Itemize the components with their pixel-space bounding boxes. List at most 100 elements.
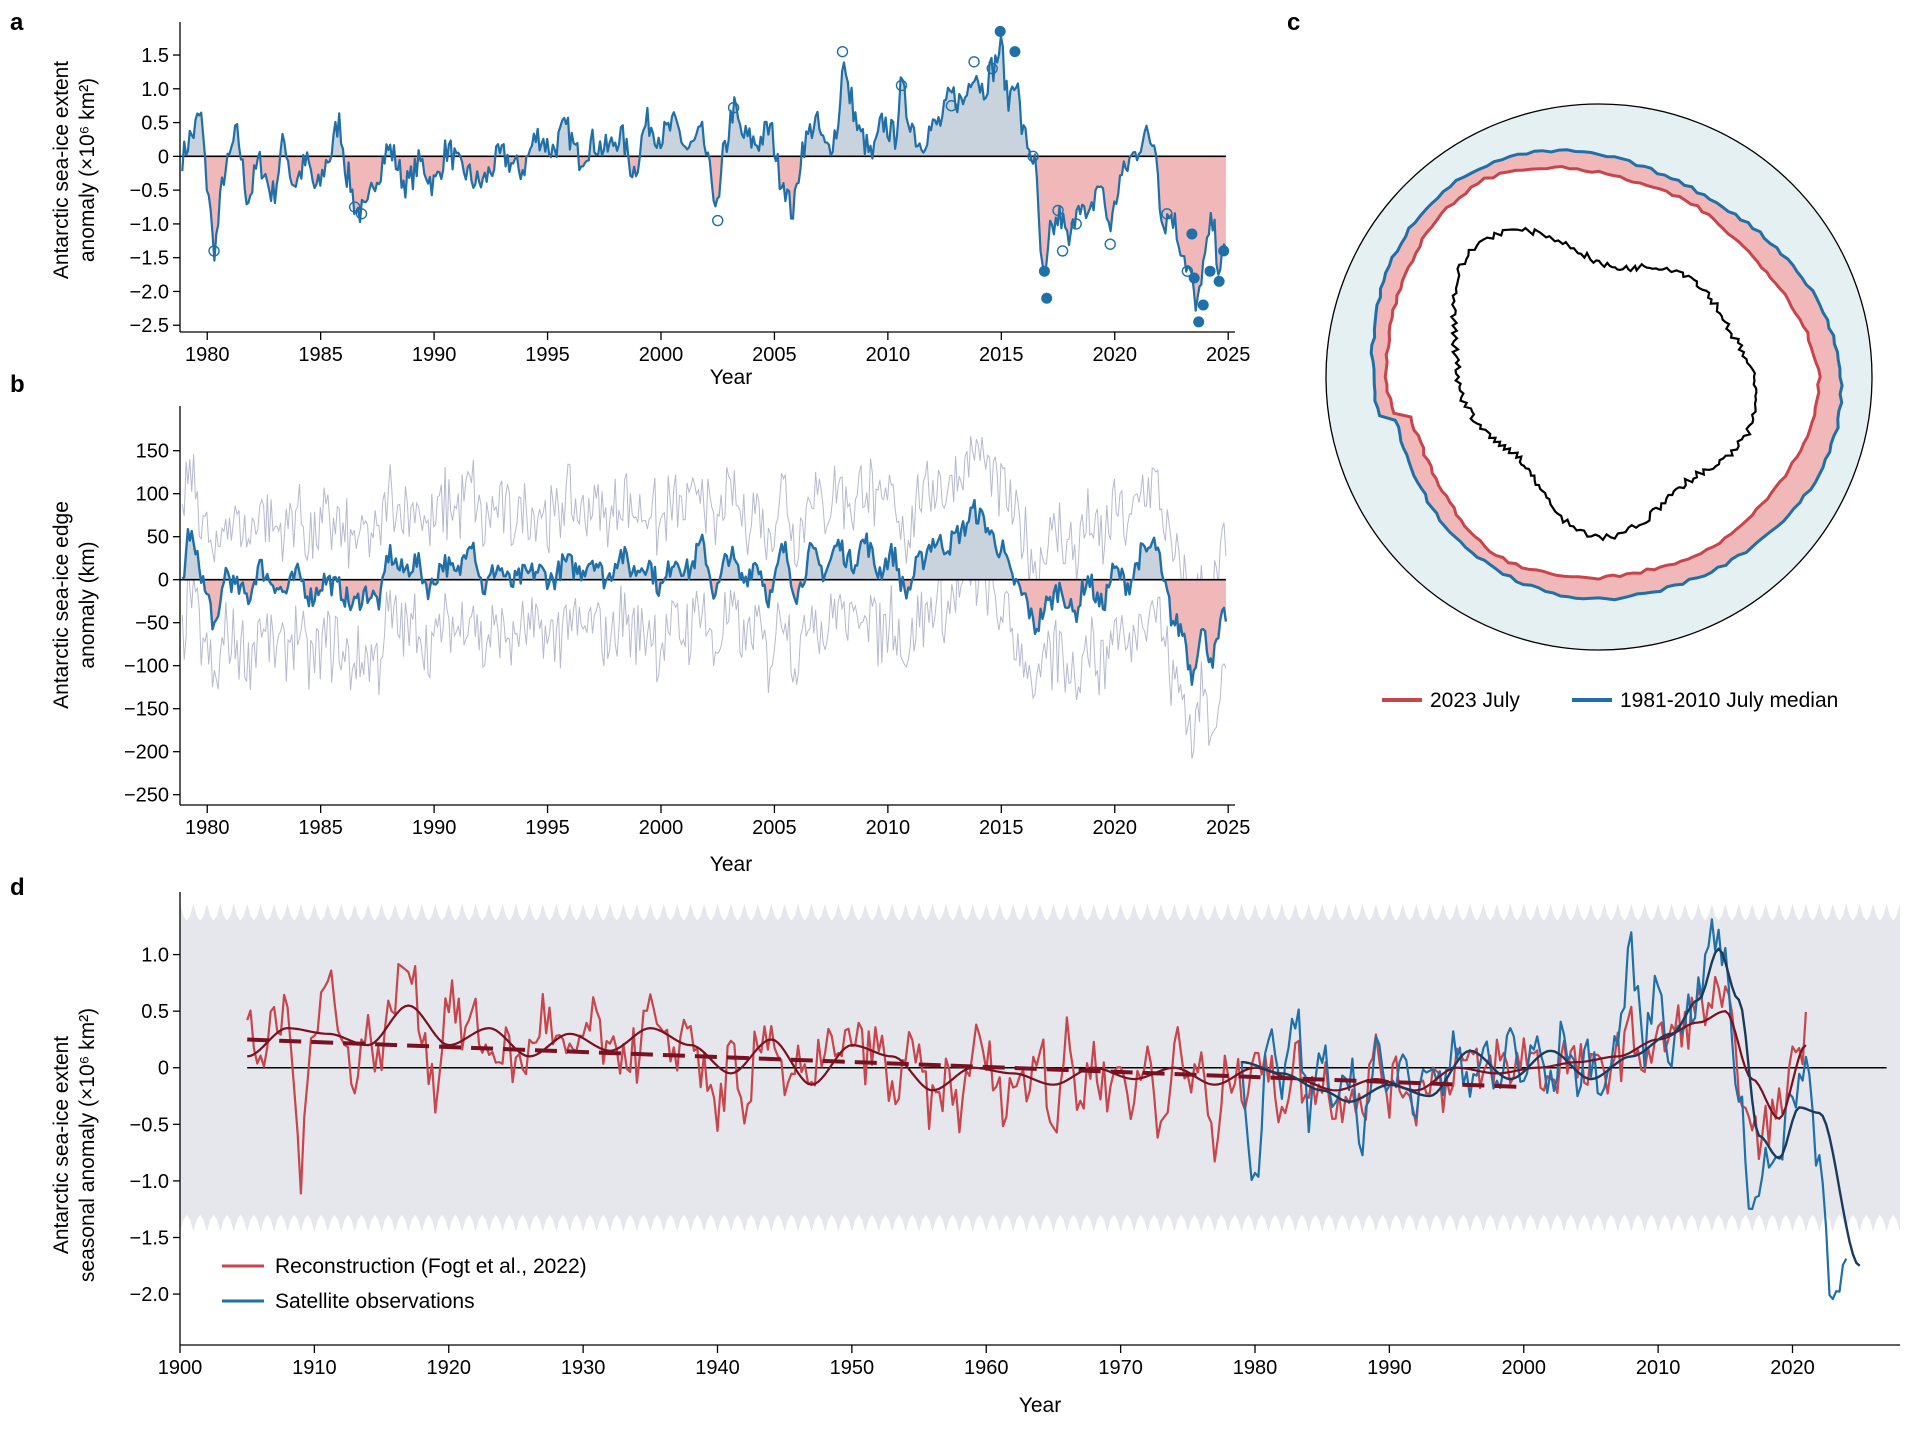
legend-label-satellite: Satellite observations	[275, 1290, 475, 1313]
panel-a-record-point	[1186, 228, 1198, 240]
panel-d-y-tick-label: 0.5	[141, 1001, 169, 1023]
panel-d-y-tick-label: 1.0	[141, 945, 169, 967]
panel-b-x-tick-label: 2010	[866, 817, 911, 839]
panel-a-highlight-point	[968, 56, 980, 68]
panel-a-ylabel-line2: anomaly (×10⁶ km²)	[76, 78, 99, 262]
panel-d-x-tick-label: 2000	[1502, 1357, 1547, 1379]
panel-b-y-tick-label: 50	[147, 527, 169, 549]
panel-b-x-tick-label: 2015	[979, 817, 1024, 839]
panel-a-y-tick-label: 1.5	[141, 45, 169, 67]
panel-a-record-point	[994, 25, 1006, 37]
legend-label-reconstruction: Reconstruction (Fogt et al., 2022)	[275, 1255, 587, 1278]
panel-a-x-tick-label: 1995	[525, 344, 570, 366]
panel-c-map: c 2023 July 1981-2010 July median	[1287, 9, 1873, 712]
panel-a-highlight-point	[355, 208, 368, 220]
panel-d-ylabel-line1: Antarctic sea-ice extent	[50, 1036, 73, 1254]
panel-b-y-tick-label: 0	[158, 570, 169, 592]
panel-a-record-point	[1197, 299, 1209, 311]
median-ice-edge-line	[1369, 148, 1844, 602]
panel-d-y-tick-label: 0	[158, 1058, 169, 1080]
panel-d-x-tick-label: 1950	[830, 1357, 875, 1379]
panel-b-ylabel-line1: Antarctic sea-ice edge	[50, 501, 73, 709]
panel-a-x-tick-label: 2020	[1093, 344, 1138, 366]
panel-a-highlight-point	[1161, 208, 1173, 220]
panel-b-y-tick-label: −50	[135, 613, 169, 635]
panel-b-x-tick-label: 2005	[752, 817, 797, 839]
panel-a-record-point	[1009, 46, 1021, 58]
panel-d-plot-area	[180, 903, 1900, 1301]
panel-a-y-tick-label: −1.0	[130, 214, 169, 236]
panel-a-ylabel-line1: Antarctic sea-ice extent	[50, 61, 73, 279]
panel-b-ylabel-line2: anomaly (km)	[76, 541, 99, 668]
panel-a-x-tick-label: 2000	[639, 344, 684, 366]
panel-b-y-tick-label: 150	[136, 441, 169, 463]
panel-d-y-tick-label: −1.5	[130, 1227, 169, 1249]
panel-b-y-tick-label: 100	[136, 484, 169, 506]
panel-a-y-tick-label: 0.5	[141, 113, 169, 135]
panel-a-y-tick-label: 0	[158, 146, 169, 168]
panel-b-ensemble-lower-line	[181, 541, 1227, 760]
panel-d-x-tick-label: 1930	[561, 1357, 606, 1379]
panel-a-x-tick-label: 1980	[185, 344, 230, 366]
panel-a-highlight-point	[986, 62, 998, 75]
panel-d-x-tick-label: 2010	[1636, 1357, 1681, 1379]
panel-b-y-tick-label: −150	[124, 699, 169, 721]
legend-label-2023: 2023 July	[1430, 689, 1520, 712]
panel-d-x-tick-label: 1940	[695, 1357, 740, 1379]
panel-d-seasonal-anomaly: d 1900 1910 1920 1930 1940 1950 1960 1970 1980 19…	[10, 874, 1900, 1417]
panel-b-x-tick-label: 1980	[185, 817, 230, 839]
panel-d-x-tick-label: 1960	[964, 1357, 1009, 1379]
panel-a-record-point	[1188, 272, 1200, 284]
panel-d-ylabel-line2: seasonal anomaly (×10⁶ km²)	[76, 1008, 99, 1282]
panel-b-x-tick-label: 2020	[1093, 817, 1138, 839]
panel-a-highlight-point	[836, 45, 849, 58]
panel-a-x-tick-label: 1985	[298, 344, 343, 366]
panel-a-highlight-point	[348, 201, 361, 213]
panel-b-ensemble-upper-line	[181, 436, 1227, 646]
panel-b-x-tick-label: 1995	[525, 817, 570, 839]
panel-d-xlabel: Year	[1019, 1394, 1061, 1417]
panel-a-extent-anomaly: a 1980 1985 1990 1995 2000 2005 2010 2015 2020 20…	[10, 9, 1250, 389]
panel-a-y-tick-label: −2.0	[130, 281, 169, 303]
panel-b-y-tick-label: −200	[124, 742, 169, 764]
panel-d-y-tick-label: −1.0	[130, 1171, 169, 1193]
panel-label-d: d	[10, 874, 25, 901]
panel-b-y-tick-label: −100	[124, 656, 169, 678]
panel-d-reconstruction-smooth-line	[247, 1004, 1807, 1121]
panel-d-x-tick-label: 1920	[427, 1357, 472, 1379]
panel-a-positive-fill	[182, 36, 1226, 157]
panel-a-y-tick-label: 1.0	[141, 79, 169, 101]
panel-b-xlabel: Year	[710, 853, 752, 876]
panel-a-record-point	[1213, 275, 1225, 287]
panel-a-negative-fill	[182, 156, 1226, 311]
panel-a-record-point	[1041, 292, 1053, 304]
legend-label-median: 1981-2010 July median	[1620, 689, 1838, 712]
panel-d-x-tick-label: 1900	[158, 1357, 203, 1379]
panel-a-record-point	[1204, 265, 1216, 277]
ice-2023-edge-line	[1383, 164, 1822, 581]
panel-a-highlight-point	[208, 245, 220, 257]
panel-a-highlight-point	[1181, 265, 1194, 277]
panel-label-a: a	[10, 9, 24, 36]
panel-d-satellite-line	[1240, 918, 1848, 1301]
panel-b-x-tick-label: 2025	[1206, 817, 1251, 839]
panel-a-xlabel: Year	[710, 366, 752, 389]
panel-d-x-tick-label: 2020	[1770, 1357, 1815, 1379]
panel-b-edge-anomaly: b 1980 1985 1990 1995 2000 2005 2010 2015 2020 20…	[10, 371, 1250, 876]
panel-d-x-tick-label: 1990	[1367, 1357, 1412, 1379]
panel-a-y-tick-label: −0.5	[130, 180, 169, 202]
panel-b-edge-line	[181, 498, 1228, 686]
panel-a-y-tick-label: −1.5	[130, 248, 169, 270]
panel-d-y-tick-label: −2.0	[130, 1284, 169, 1306]
panel-a-highlight-point	[895, 79, 908, 92]
panel-a-highlight-point	[712, 214, 724, 227]
panel-d-reconstruction-trend-line	[247, 1037, 1524, 1089]
panel-b-axes: 1980 1985 1990 1995 2000 2005 2010 2015 2020 2025…	[124, 406, 1251, 839]
panel-a-highlight-point	[945, 99, 958, 112]
panel-a-x-tick-label: 2025	[1206, 344, 1251, 366]
panel-a-record-point	[1218, 245, 1230, 257]
panel-a-extent-line	[181, 35, 1227, 312]
panel-a-x-tick-label: 2015	[979, 344, 1024, 366]
panel-a-plot-area	[180, 25, 1230, 328]
